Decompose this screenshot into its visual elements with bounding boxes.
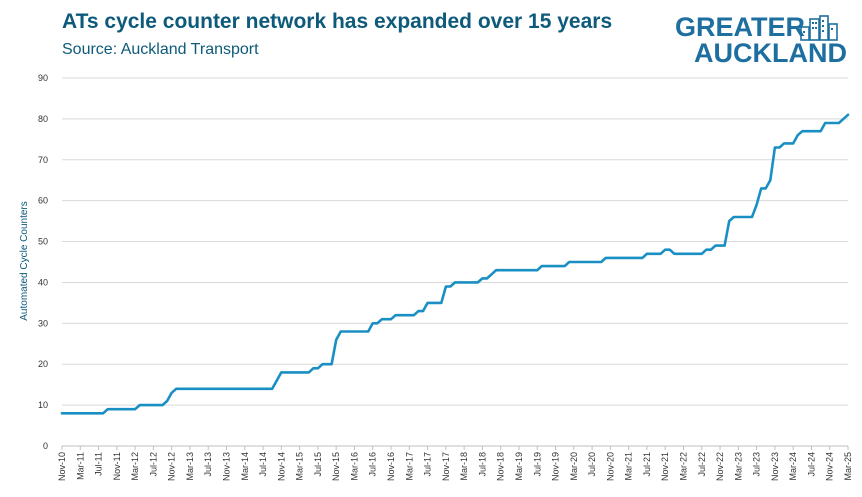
x-tick-label: Mar-20 [569, 452, 579, 481]
x-tick-label: Mar-16 [349, 452, 359, 481]
y-tick-label: 50 [38, 237, 48, 247]
x-tick-label: Nov-13 [222, 452, 232, 481]
x-tick-label: Mar-15 [295, 452, 305, 481]
chart-title: ATs cycle counter network has expanded o… [62, 10, 613, 33]
x-tick-label: Mar-17 [404, 452, 414, 481]
x-tick-label: Jul-24 [806, 452, 816, 477]
x-tick-label: Nov-10 [57, 452, 67, 481]
x-tick-label: Jul-12 [148, 452, 158, 477]
x-tick-label: Mar-11 [75, 452, 85, 480]
x-tick-label: Mar-21 [624, 452, 634, 481]
y-tick-label: 0 [43, 441, 48, 451]
x-tick-label: Nov-22 [715, 452, 725, 481]
x-tick-label: Mar-24 [788, 452, 798, 481]
y-tick-label: 70 [38, 155, 48, 165]
y-axis-title: Automated Cycle Counters [19, 201, 30, 321]
y-tick-label: 20 [38, 359, 48, 369]
x-tick-label: Nov-21 [660, 452, 670, 481]
x-tick-label: Nov-18 [496, 452, 506, 481]
x-tick-label: Jul-21 [642, 452, 652, 477]
x-tick-label: Mar-25 [843, 452, 853, 481]
x-tick-label: Nov-19 [551, 452, 561, 481]
x-tick-label: Jul-15 [313, 452, 323, 477]
x-tick-label: Nov-15 [331, 452, 341, 481]
x-tick-label: Nov-24 [825, 452, 835, 481]
gridlines [62, 77, 848, 406]
x-tick-label: Jul-16 [368, 452, 378, 477]
chart-subtitle: Source: Auckland Transport [62, 41, 259, 58]
y-axis-ticks: 0 10 20 30 40 50 60 70 80 90 [38, 73, 48, 451]
city-buildings-icon [800, 15, 838, 41]
x-tick-label: Jul-20 [587, 452, 597, 477]
x-tick-label: Mar-12 [130, 452, 140, 481]
y-tick-label: 40 [38, 277, 48, 287]
x-tick-label: Mar-18 [459, 452, 469, 481]
x-tick-label: Jul-18 [477, 452, 487, 477]
series-line-cycle-counters [60, 113, 850, 415]
x-tick-label: Nov-14 [276, 452, 286, 481]
x-tick-label: Nov-20 [605, 452, 615, 481]
x-tick-label: Jul-11 [94, 452, 104, 476]
x-tick-label: Nov-12 [167, 452, 177, 481]
x-tick-label: Nov-17 [441, 452, 451, 481]
x-tick-label: Mar-13 [185, 452, 195, 481]
x-tick-label: Jul-14 [258, 452, 268, 477]
x-axis-ticks: Nov-10 Mar-11 Jul-11 Nov-11 Mar-12 Jul-12 Nov-… [57, 446, 853, 481]
y-tick-label: 30 [38, 318, 48, 328]
logo-line-auckland: AUCKLAND [694, 38, 847, 68]
x-tick-label: Jul-19 [532, 452, 542, 477]
y-tick-label: 80 [38, 114, 48, 124]
greater-auckland-logo: GREATER AUCKLAND [672, 12, 852, 68]
x-tick-label: Jul-23 [752, 452, 762, 477]
x-tick-label: Jul-17 [423, 452, 433, 477]
x-tick-label: Mar-22 [678, 452, 688, 481]
x-tick-label: Nov-23 [770, 452, 780, 481]
x-tick-label: Nov-16 [386, 452, 396, 481]
x-tick-label: Jul-22 [697, 452, 707, 477]
logo-line-greater: GREATER [675, 12, 806, 42]
y-tick-label: 90 [38, 73, 48, 83]
y-tick-label: 60 [38, 196, 48, 206]
y-tick-label: 10 [38, 400, 48, 410]
x-tick-label: Mar-19 [514, 452, 524, 481]
x-tick-label: Jul-13 [203, 452, 213, 477]
x-tick-label: Mar-23 [733, 452, 743, 481]
x-tick-label: Mar-14 [240, 452, 250, 481]
x-tick-label: Nov-11 [112, 452, 122, 480]
